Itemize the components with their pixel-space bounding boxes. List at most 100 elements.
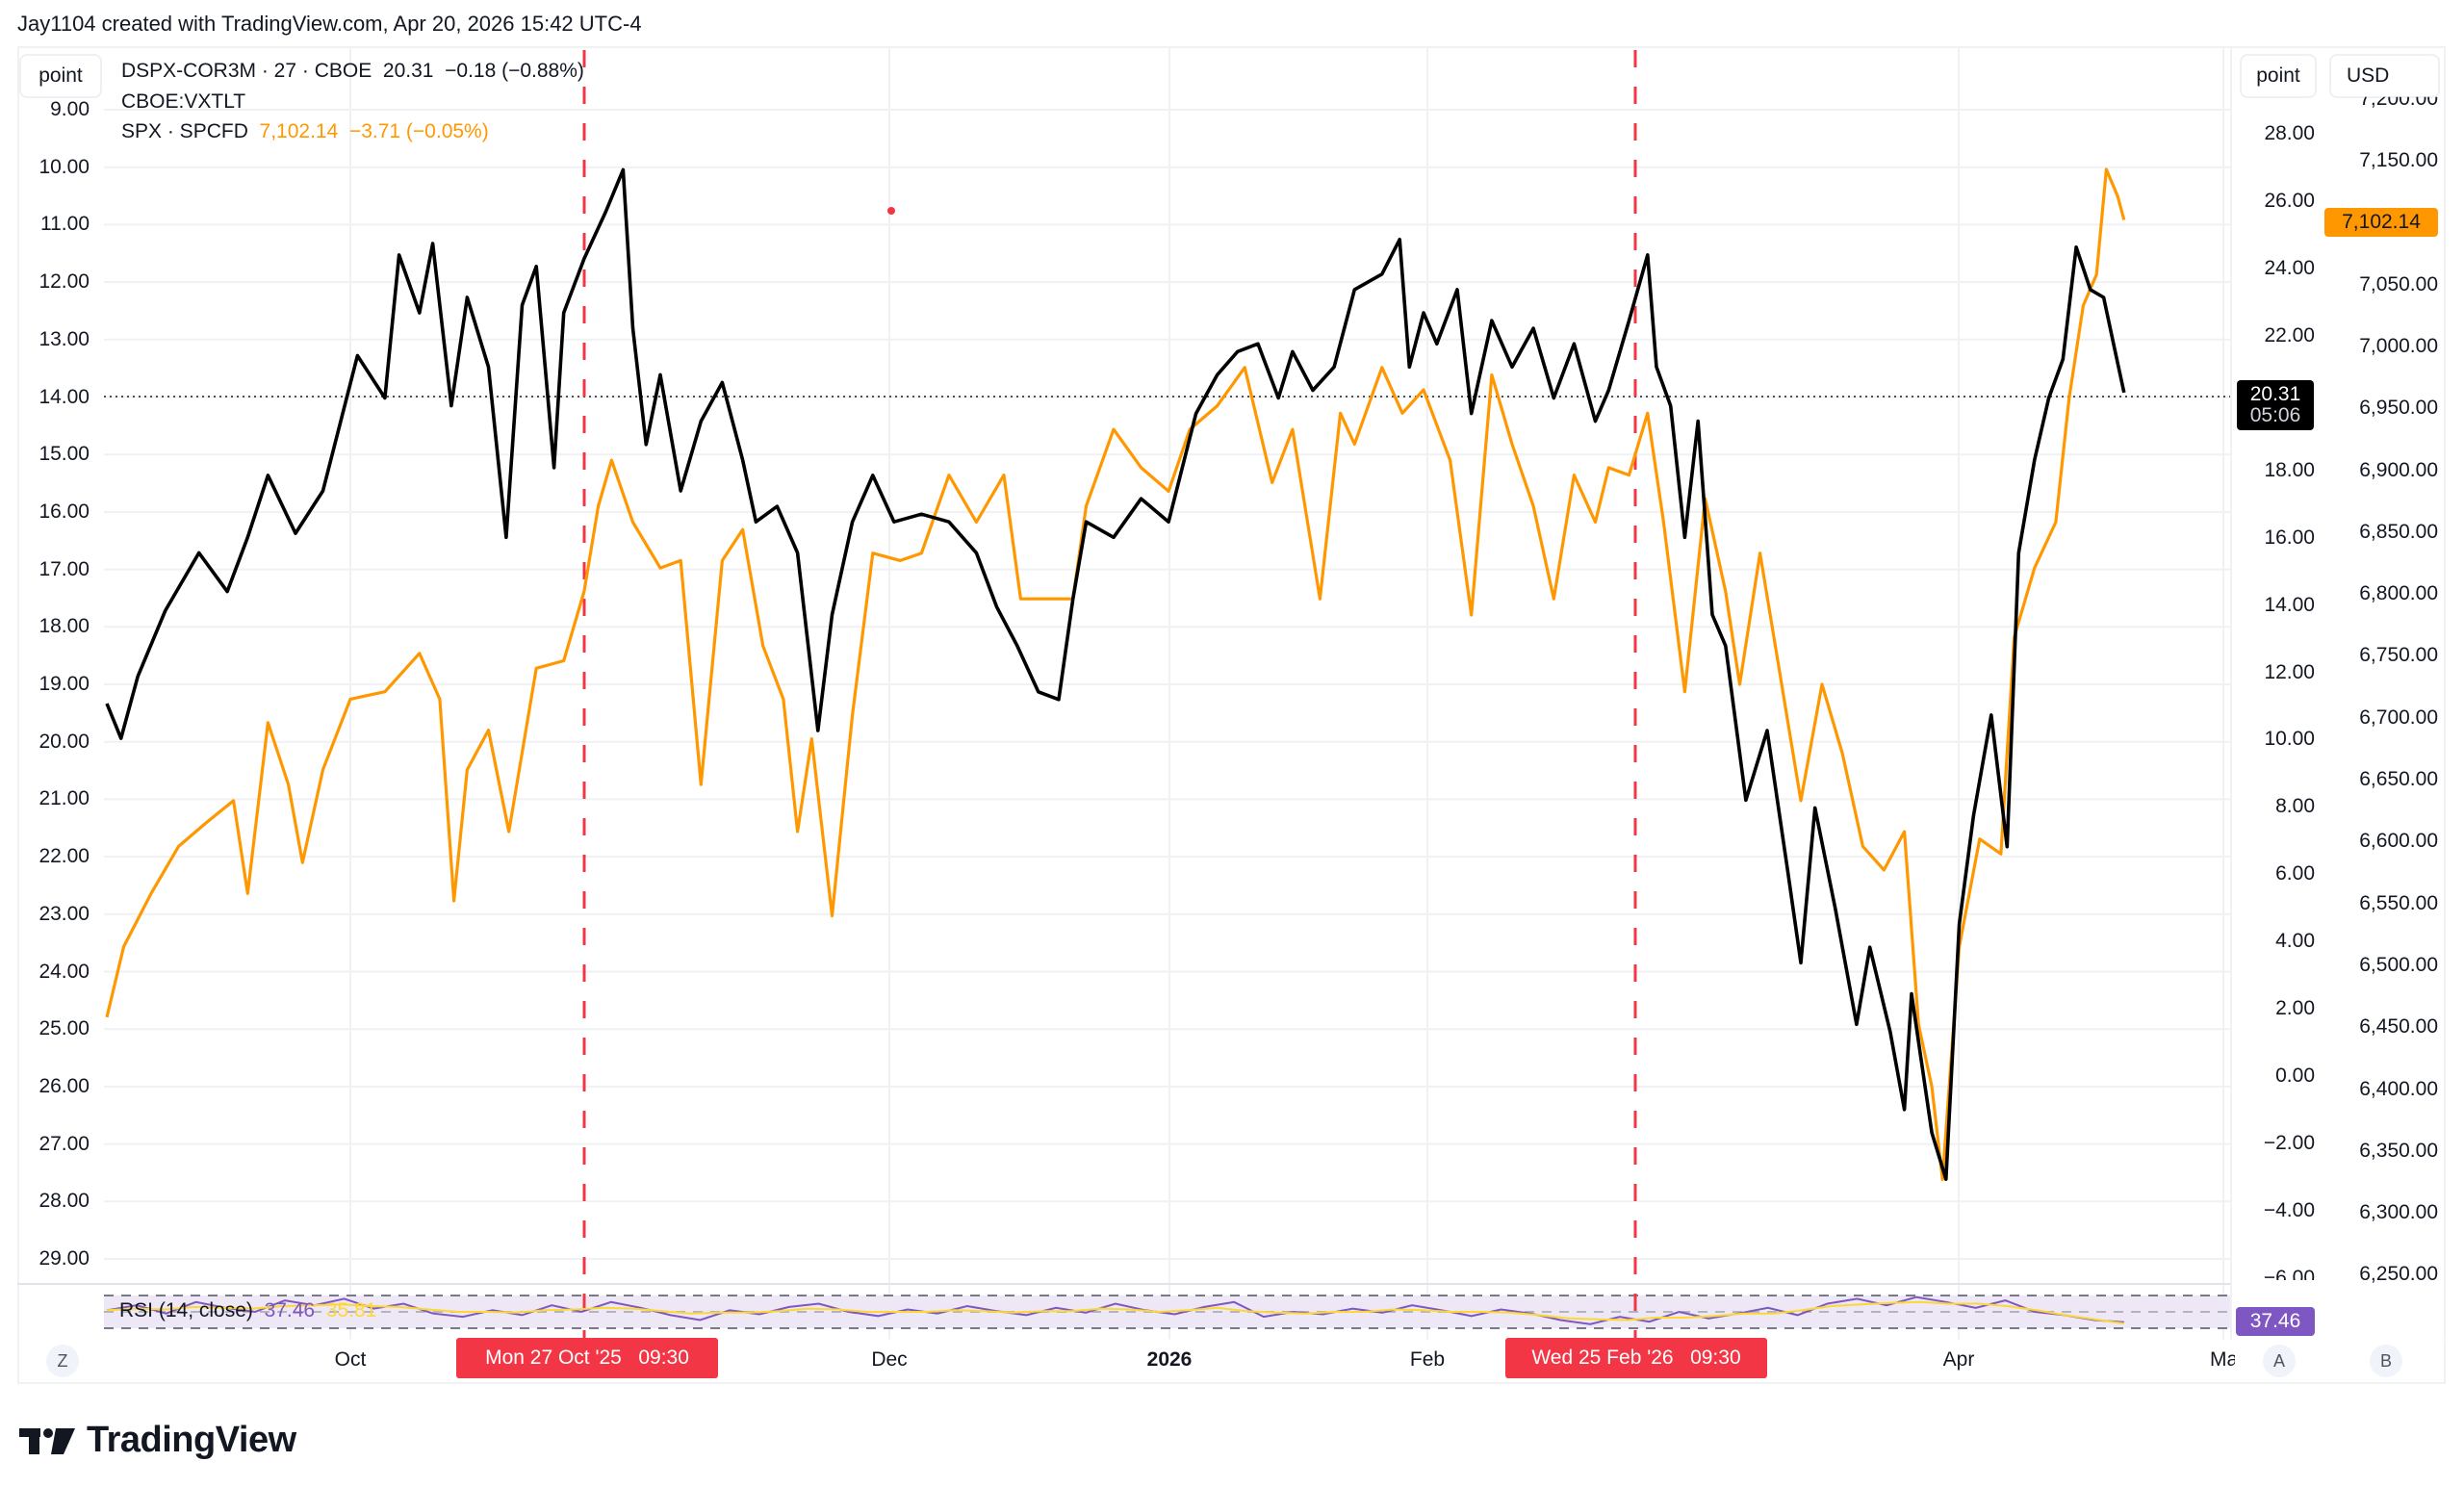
left-axis-tick: 13.00 (38, 327, 90, 350)
gridlines (104, 46, 2231, 1340)
left-axis-tick: 10.00 (38, 155, 90, 178)
left-axis-tick: 26.00 (38, 1074, 90, 1097)
left-axis-tick: 11.00 (40, 213, 90, 236)
legend-dspx[interactable]: DSPX-COR3M · 27 · CBOE 20.31 −0.18 (−0.8… (121, 60, 584, 83)
marker-date-badge-1: Mon 27 Oct '25 09:30 (456, 1338, 718, 1378)
time-axis-label: Ma (2210, 1348, 2235, 1371)
bar-countdown: 05:06 (2249, 404, 2301, 426)
right-usd-axis-tick: 6,700.00 (2359, 706, 2438, 729)
right-point-axis-tick: 10.00 (2264, 728, 2315, 751)
right-usd-axis-tick: 6,350.00 (2359, 1139, 2438, 1162)
right-usd-axis-tick: 7,000.00 (2359, 334, 2438, 357)
time-axis-label: Dec (871, 1348, 908, 1371)
left-axis-tick: 17.00 (38, 557, 90, 580)
right-usd-axis-tick: 6,650.00 (2359, 768, 2438, 790)
legend-spx-change: −3.71 (−0.05%) (348, 120, 489, 142)
legend-vxtlt-symbol: CBOE:VXTLT (121, 90, 246, 113)
b-button[interactable]: B (2370, 1345, 2402, 1377)
left-axis-tick: 29.00 (38, 1247, 90, 1270)
left-axis-tick: 22.00 (38, 845, 90, 868)
chart-credit: Jay1104 created with TradingView.com, Ap… (17, 12, 642, 36)
left-axis-tick: 20.00 (38, 730, 90, 753)
right-point-axis-tick: 12.00 (2264, 660, 2315, 683)
rsi-ma-line (106, 1300, 2124, 1325)
left-axis-tick: 12.00 (38, 270, 90, 294)
marker-date-badge-2: Wed 25 Feb '26 09:30 (1505, 1338, 1767, 1378)
spx-price-badge-value: 7,102.14 (2342, 211, 2421, 233)
right-point-axis-tick: 14.00 (2264, 593, 2315, 616)
vertical-markers (582, 50, 1637, 1340)
legend-spx-symbol: SPX · SPCFD (121, 120, 248, 142)
rsi-value-badge-value: 37.46 (2249, 1310, 2301, 1332)
right-point-axis-tick: 18.00 (2264, 458, 2315, 481)
right-usd-axis-tick: 7,200.00 (2359, 87, 2438, 110)
legend-vxtlt[interactable]: CBOE:VXTLT (121, 90, 245, 114)
right-point-axis-tick: 0.00 (2275, 1065, 2315, 1088)
rsi-legend-title: RSI (14, close) (119, 1299, 253, 1321)
tradingview-logo-icon (19, 1427, 75, 1454)
right-point-axis-tick: 16.00 (2264, 526, 2315, 549)
time-axis-label: Oct (334, 1348, 367, 1371)
left-axis-tick: 24.00 (38, 960, 90, 983)
right-point-axis-tick: −6.00 (2263, 1266, 2315, 1289)
currency-unit-button[interactable]: USD (2329, 54, 2440, 98)
legend-spx-price: 7,102.14 (259, 120, 339, 142)
left-axis-tick: 21.00 (38, 787, 90, 810)
left-axis-tick: 14.00 (38, 385, 90, 408)
right-point-axis-tick: 6.00 (2275, 862, 2315, 885)
right-point-axis-tick: 28.00 (2264, 122, 2315, 144)
right-usd-axis-tick: 6,800.00 (2359, 582, 2438, 605)
right-usd-axis-tick: 6,850.00 (2359, 520, 2438, 543)
tradingview-logo-text: TradingView (87, 1420, 296, 1460)
dspx-price-badge: 20.31 05:06 (2237, 380, 2314, 430)
left-axis-tick: 23.00 (38, 902, 90, 925)
right-point-axis-tick: 24.00 (2264, 256, 2315, 279)
right-point-axis-tick: 22.00 (2264, 323, 2315, 346)
right-point-axis-tick: 8.00 (2275, 795, 2315, 818)
right-usd-axis-tick: 6,750.00 (2359, 644, 2438, 667)
right-usd-axis-tick: 6,300.00 (2359, 1201, 2438, 1224)
left-axis-tick: 27.00 (38, 1132, 90, 1155)
right-point-axis-tick: −2.00 (2263, 1132, 2315, 1155)
spx-series-line (105, 167, 2126, 1182)
left-scale-unit-button[interactable]: point (19, 54, 102, 98)
rsi-legend[interactable]: RSI (14, close) 37.46 35.81 (119, 1299, 376, 1322)
annotation-dot (887, 207, 895, 215)
right-usd-axis-tick: 7,150.00 (2359, 149, 2438, 171)
left-axis-tick: 19.00 (38, 673, 90, 695)
time-axis-label: 2026 (1146, 1348, 1193, 1371)
right-usd-axis-tick: 6,900.00 (2359, 458, 2438, 481)
right-point-axis-tick: 26.00 (2264, 189, 2315, 212)
left-axis-tick: 15.00 (38, 443, 90, 466)
right-usd-axis-tick: 6,600.00 (2359, 830, 2438, 853)
z-button[interactable]: Z (46, 1345, 79, 1377)
right-usd-axis-tick: 6,500.00 (2359, 953, 2438, 976)
right-point-scale-unit-button[interactable]: point (2240, 54, 2317, 98)
legend-dspx-price: 20.31 (382, 60, 434, 82)
rsi-value-badge: 37.46 (2236, 1307, 2315, 1336)
left-axis-tick: 16.00 (38, 500, 90, 523)
legend-dspx-change: −0.18 (−0.88%) (445, 60, 584, 82)
tradingview-logo[interactable]: TradingView (19, 1420, 296, 1461)
time-axis-label: Apr (1942, 1348, 1975, 1371)
right-usd-axis-tick: 7,050.00 (2359, 272, 2438, 295)
left-axis-tick: 18.00 (38, 615, 90, 638)
right-usd-axis-tick: 6,450.00 (2359, 1015, 2438, 1039)
auto-scale-button[interactable]: A (2263, 1345, 2296, 1377)
right-point-axis-tick: −4.00 (2263, 1199, 2315, 1222)
rsi-legend-ma-value: 35.81 (325, 1299, 377, 1321)
right-usd-axis-tick: 6,400.00 (2359, 1077, 2438, 1100)
right-point-axis-tick: 2.00 (2275, 997, 2315, 1020)
right-usd-axis-tick: 6,950.00 (2359, 397, 2438, 420)
dspx-price-badge-value: 20.31 (2249, 383, 2301, 405)
left-axis-tick: 28.00 (38, 1190, 90, 1213)
right-usd-axis-tick: 6,550.00 (2359, 891, 2438, 914)
right-usd-axis-tick: 6,250.00 (2359, 1263, 2438, 1286)
chart-frame (17, 46, 2446, 1384)
right-point-axis-tick: 4.00 (2275, 930, 2315, 953)
dspx-series-line (105, 167, 2126, 1181)
rsi-legend-value: 37.46 (264, 1299, 316, 1321)
time-axis-label: Feb (1409, 1348, 1446, 1371)
legend-spx[interactable]: SPX · SPCFD 7,102.14 −3.71 (−0.05%) (121, 120, 489, 143)
